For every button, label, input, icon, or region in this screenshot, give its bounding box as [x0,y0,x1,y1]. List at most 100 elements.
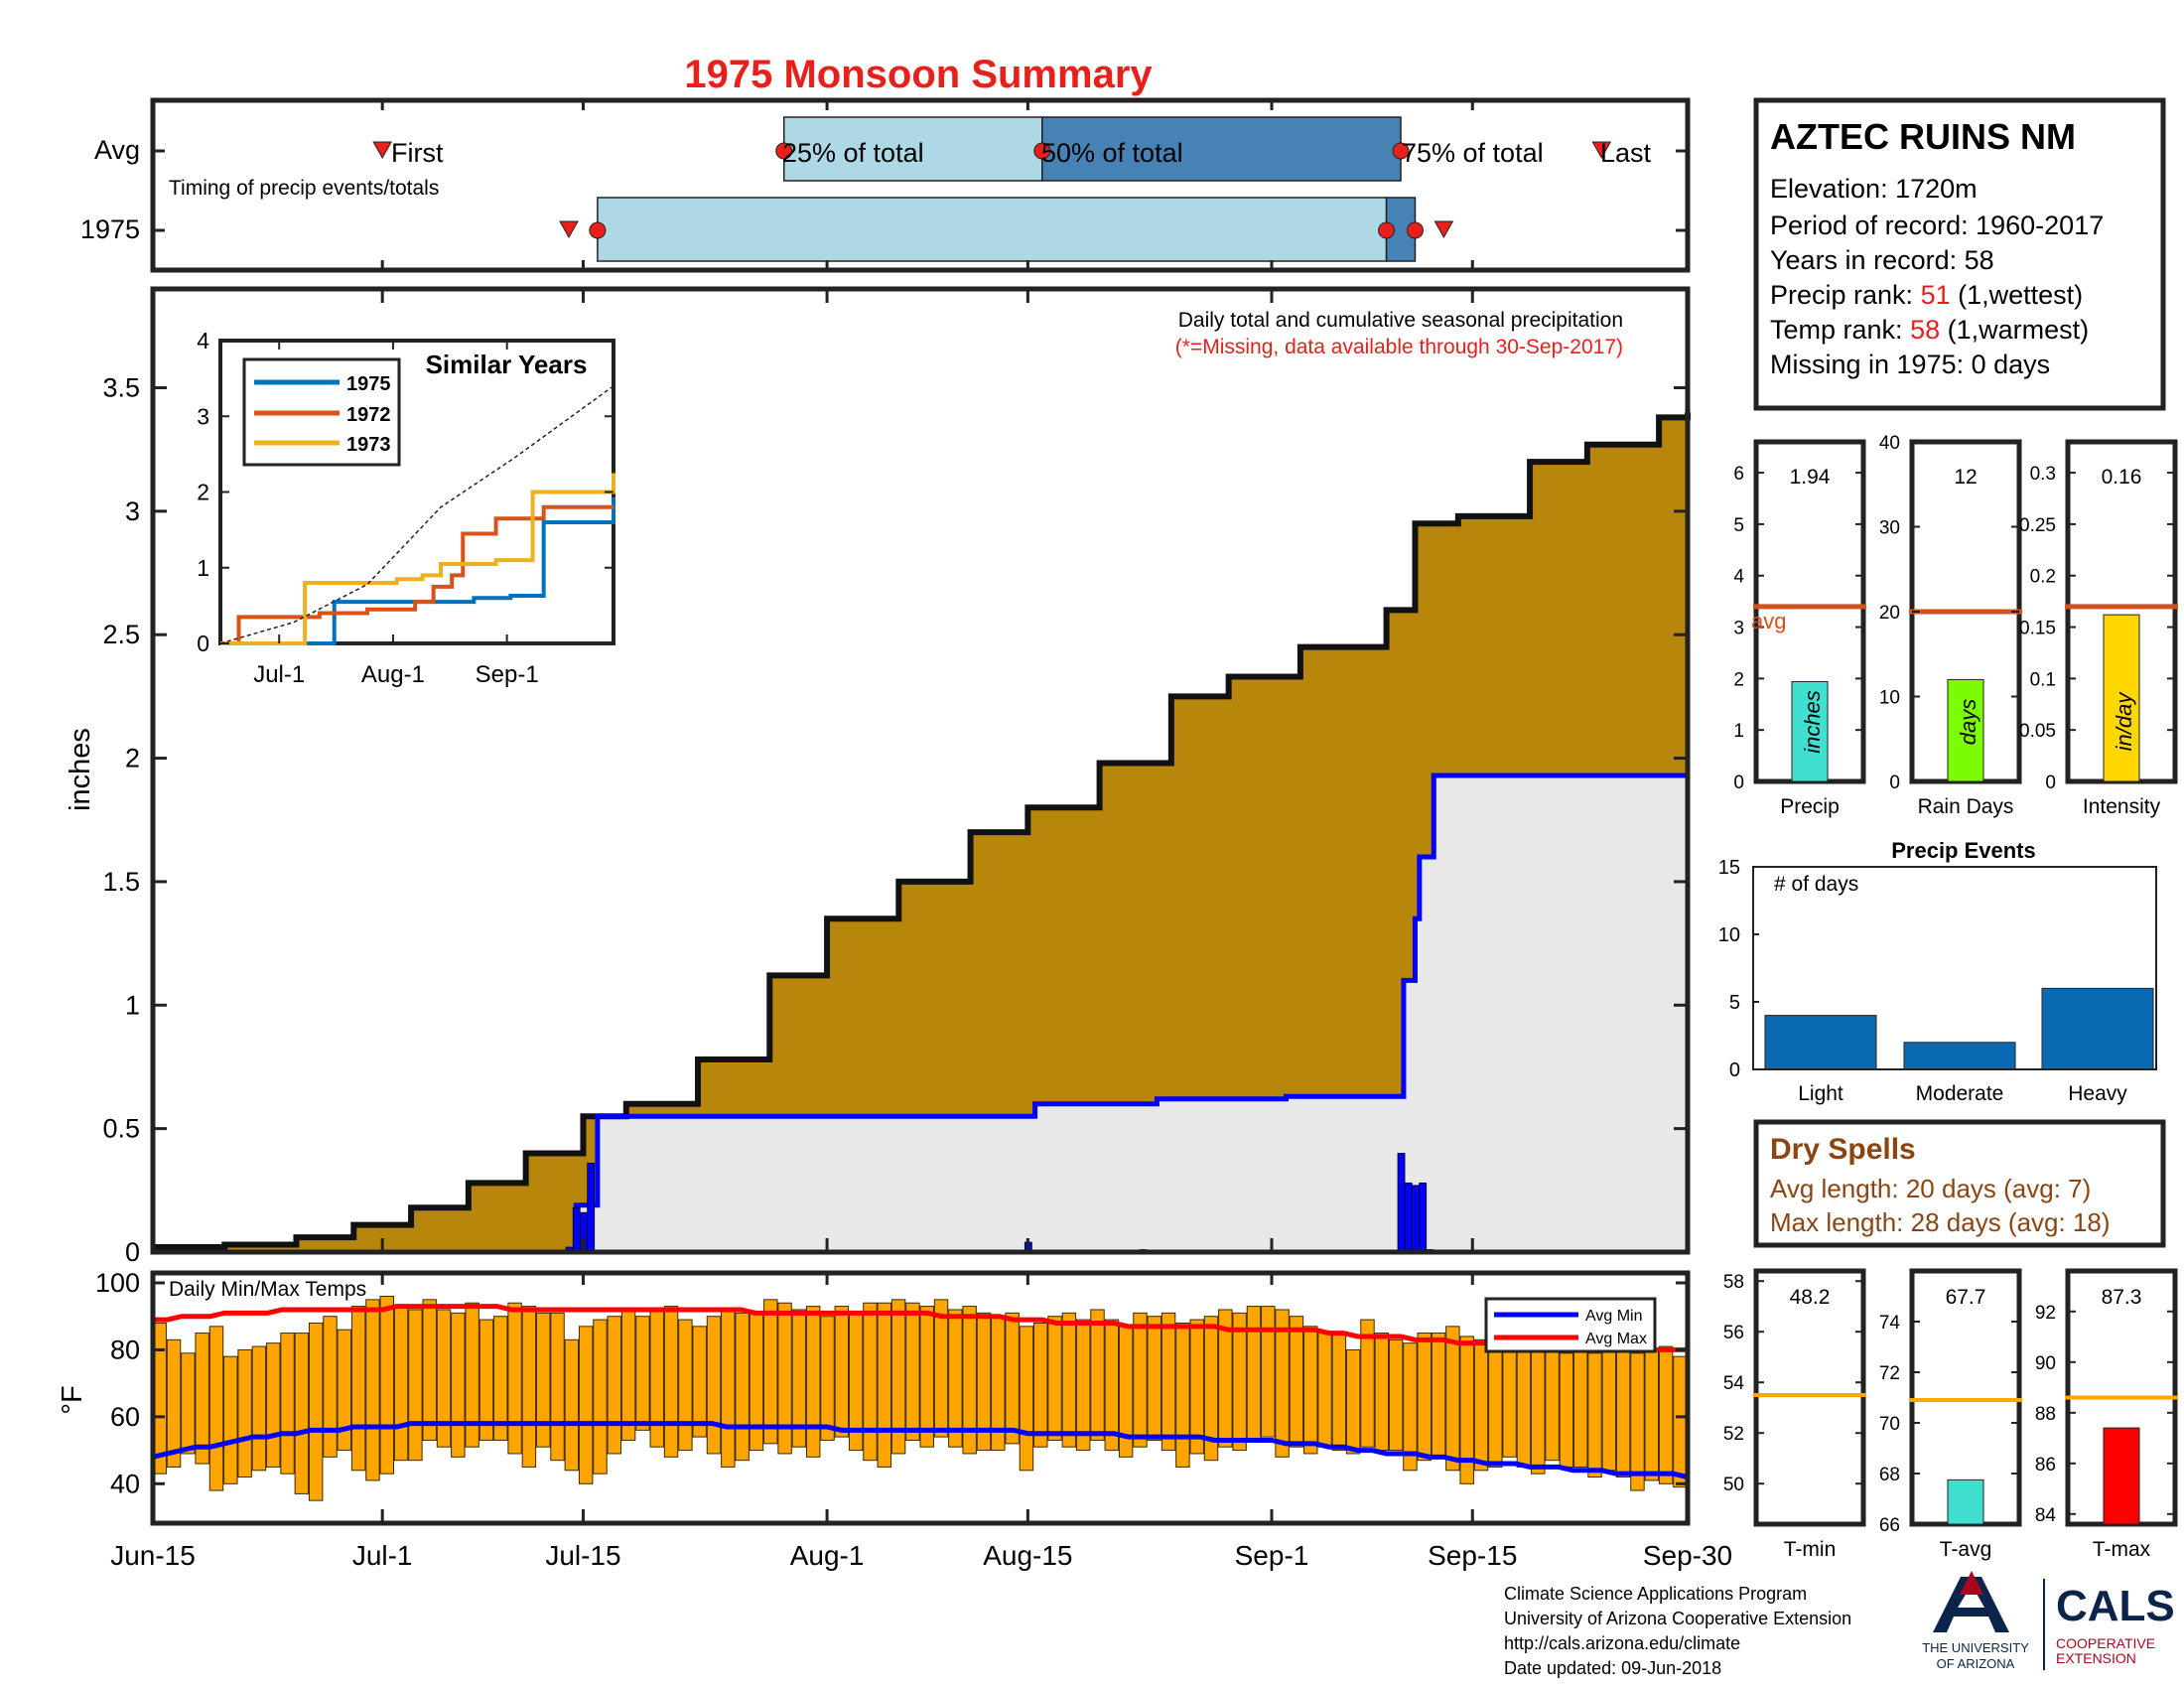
daily-temp-bar [706,1316,722,1455]
temp-summary-label-2: T-max [2093,1538,2151,1561]
precip-ytick-label: 2 [125,744,140,774]
summary-tick-label: 6 [1733,464,1744,485]
daily-temp-bar [791,1309,807,1448]
inset-ytick-label: 1 [197,555,209,581]
daily-temp-bar [223,1355,238,1484]
daily-temp-bar [962,1306,977,1455]
precip-y-axis: 0 0.5 1 1.5 2 2.5 3 3.5 [102,289,1690,1267]
date-label: Sep-30 [1643,1540,1732,1571]
temp-summary-tick-label: 92 [2035,1303,2056,1324]
summary-tick-label: 0.2 [2030,567,2056,588]
daily-temp-bar [593,1319,608,1475]
temp-summary-tick-label: 56 [1723,1323,1744,1343]
summary-bar-0 [1791,680,1829,782]
dry-spells-title: Dry Spells [1770,1133,1916,1166]
summary-tick-label: 0 [2045,773,2056,793]
daily-temp-bar [451,1312,466,1458]
year-last-marker [1433,220,1454,239]
daily-temp-bar [735,1312,750,1462]
footer-line-3: http://cals.arizona.edu/climate [1504,1633,1740,1653]
summary-value-2: 0.16 [2102,466,2142,489]
footer-line-2: University of Arizona Cooperative Extens… [1504,1609,1851,1628]
daily-temp-bar [1615,1345,1631,1478]
temp-legend-box [1484,1297,1657,1353]
inset-xtick-label: Jul-1 [253,661,305,688]
events-content: Light Moderate Heavy 0 5 10 15 [1718,857,2154,1105]
daily-temp-bar [1673,1355,1688,1488]
summary-tick-label: 30 [1879,518,1900,539]
temp-rank-value: 58 [1910,315,1940,345]
daily-temp-bar [323,1316,338,1458]
daily-temp-bar [1445,1326,1460,1472]
daily-temp-bar [1488,1348,1503,1468]
temp-y-label: °F [57,1385,88,1414]
station-info-box: AZTEC RUINS NM Elevation: 1720m Period o… [1753,97,2166,411]
temp-summary-tick-label: 84 [2035,1505,2057,1526]
daily-temp-bar [280,1333,295,1475]
daily-temp-bar [166,1338,182,1468]
summary-tick-label: 0.1 [2030,669,2056,690]
daily-temp-bar [521,1306,537,1468]
daily-temp-bar [1572,1348,1588,1468]
summary-tick-label: 20 [1879,603,1900,624]
daily-temp-bar [763,1299,778,1445]
summary-value-0: 1.94 [1790,466,1831,489]
daily-temp-bar [1630,1352,1645,1491]
temp-ytick-label: 60 [110,1402,140,1432]
summary-tick-label: 0.05 [2019,721,2056,742]
daily-precip-bar [1397,1153,1406,1253]
daily-temp-bar [393,1306,409,1462]
daily-temp-bar [1417,1333,1432,1462]
inset-ytick-label: 3 [197,403,209,429]
daily-temp-bar [1189,1319,1204,1455]
temp-summary-box-0 [1753,1268,1866,1527]
daily-temp-bar [805,1306,821,1458]
avg-min-line [152,1421,1689,1479]
daily-temp-bar [308,1322,324,1501]
daily-precip-bar [572,1206,581,1253]
summary-tick-label: 4 [1733,567,1744,588]
event-tick-label: 15 [1718,857,1740,879]
footer-line-1: Climate Science Applications Program [1504,1584,1807,1604]
daily-temp-bar [1431,1333,1446,1458]
date-label: Sep-15 [1428,1540,1517,1571]
temp-panel-label: Daily Min/Max Temps [169,1278,366,1301]
daily-temp-bar [1203,1316,1219,1462]
dry-spells-box: Dry Spells Avg length: 20 days (avg: 7) … [1753,1119,2166,1248]
summary-unit-0: inches [1800,690,1825,754]
inset-legend-label-1973: 1973 [346,434,391,456]
daily-temp-bar [1545,1342,1560,1462]
summary-bar-2 [2103,614,2140,782]
daily-temp-bar [1331,1333,1347,1452]
daily-temp-bar [1374,1333,1390,1452]
daily-temp-bar [678,1319,693,1452]
inset-avg-line [219,385,614,644]
summary-unit-2: in/day [2112,691,2136,752]
timing-label-first: First [391,138,444,168]
daily-temp-bar [905,1302,920,1441]
daily-temp-bar [692,1326,707,1438]
precip-ytick-label: 0 [125,1237,140,1267]
temp-panel-frame [150,1270,1691,1526]
temp-summary-tick-label: 54 [1723,1373,1745,1394]
summary-label-2: Intensity [2083,795,2161,818]
summary-tick-label: 0 [1889,773,1900,793]
daily-temp-bar [251,1345,267,1472]
precip-events-panel: Precip Events Light Moderate Heavy 0 5 10 15 #… [1718,838,2157,1105]
daily-temp-bar [1232,1312,1247,1452]
precip-events-frame [1752,866,2157,1070]
event-bar-moderate [1903,1042,2016,1070]
precip-note-line2: (*=Missing, data available through 30-Se… [1175,336,1623,358]
temp-legend: Avg Min Avg Max [1484,1297,1657,1353]
daily-temp-bar [649,1309,664,1448]
daily-temp-bar [478,1319,494,1441]
temp-content [152,1295,1689,1501]
daily-temp-bar [1303,1326,1318,1455]
temp-summary-tick-label: 72 [1879,1363,1900,1384]
precip-ytick-label: 2.5 [102,620,140,649]
ua-block-a-inner [1960,1571,1983,1595]
daily-temp-bar [1061,1312,1077,1448]
avg-cumulative-area [153,412,1688,1252]
year-cumulative-area [153,774,1688,1252]
